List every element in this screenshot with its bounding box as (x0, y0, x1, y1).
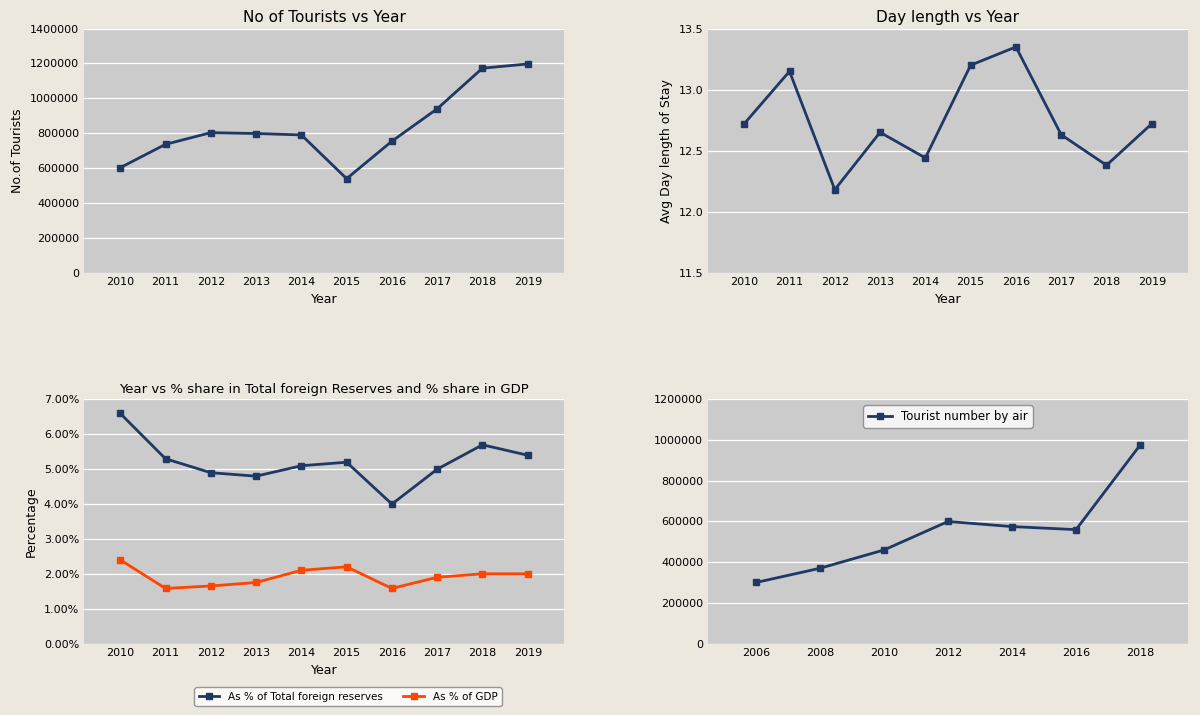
Title: Year vs % share in Total foreign Reserves and % share in GDP: Year vs % share in Total foreign Reserve… (119, 383, 529, 395)
Title: Day length vs Year: Day length vs Year (876, 10, 1020, 24)
Y-axis label: Avg Day length of Stay: Avg Day length of Stay (660, 79, 673, 222)
X-axis label: Year: Year (311, 293, 337, 306)
Y-axis label: No.of Tourists: No.of Tourists (12, 109, 24, 193)
X-axis label: Year: Year (935, 293, 961, 306)
Title: No of Tourists vs Year: No of Tourists vs Year (242, 10, 406, 24)
X-axis label: Year: Year (311, 664, 337, 677)
Y-axis label: Percentage: Percentage (25, 486, 38, 557)
Legend: Tourist number by air: Tourist number by air (863, 405, 1033, 428)
Legend: As % of Total foreign reserves, As % of GDP: As % of Total foreign reserves, As % of … (194, 687, 502, 706)
